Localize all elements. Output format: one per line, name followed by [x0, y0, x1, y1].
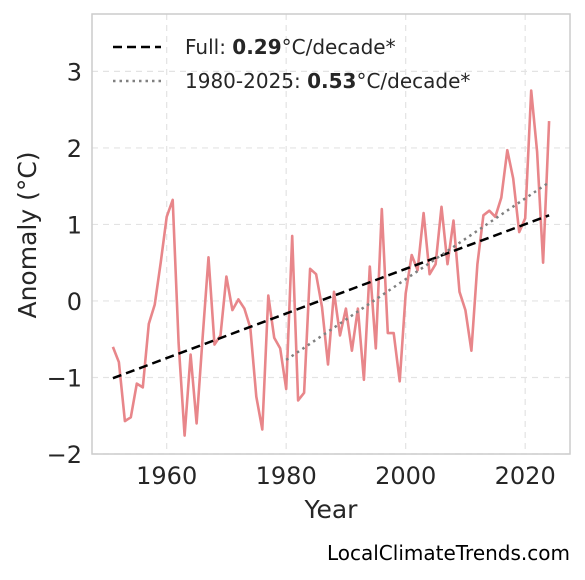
y-tick-label: −1 [47, 364, 82, 392]
y-axis-label: Anomaly (°C) [13, 151, 42, 318]
x-tick-label: 2000 [375, 462, 436, 490]
legend-label-full: Full: 0.29°C/decade* [185, 35, 396, 59]
series-layer [111, 89, 551, 437]
legend-full-prefix: Full: [185, 35, 232, 59]
legend-recent-suffix: °C/decade* [356, 69, 470, 93]
annual-anomaly-line [111, 89, 551, 437]
x-axis-label: Year [304, 495, 359, 524]
legend-full-rate: 0.29 [232, 35, 281, 59]
legend: Full: 0.29°C/decade* 1980-2025: 0.53°C/d… [113, 35, 470, 93]
y-tick-label: 2 [67, 135, 82, 163]
y-tick-label: −2 [47, 441, 82, 469]
legend-recent-prefix: 1980-2025: [185, 69, 307, 93]
watermark: LocalClimateTrends.com [327, 541, 570, 565]
legend-label-recent: 1980-2025: 0.53°C/decade* [185, 69, 470, 93]
y-tick-label: 3 [67, 58, 82, 86]
legend-recent-rate: 0.53 [307, 69, 356, 93]
plot-frame [91, 13, 571, 455]
tick-labels: 1960 1980 2000 2020 −2 −1 0 1 2 3 [47, 58, 556, 490]
x-tick-label: 1960 [136, 462, 197, 490]
x-tick-label: 2020 [495, 462, 556, 490]
y-tick-label: 0 [67, 288, 82, 316]
trend-line-recent [285, 181, 550, 361]
x-tick-label: 1980 [256, 462, 317, 490]
y-tick-label: 1 [67, 211, 82, 239]
legend-full-suffix: °C/decade* [282, 35, 396, 59]
trend-line-full [112, 214, 550, 380]
